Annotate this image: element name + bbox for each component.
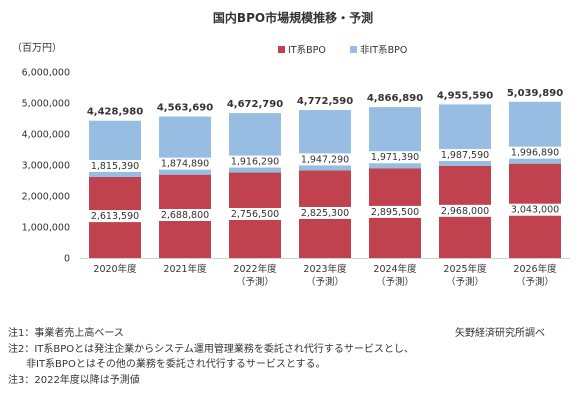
y-tick-label: 0 <box>64 254 70 265</box>
data-label-total: 4,428,980 <box>87 107 143 118</box>
label-box-non-it <box>297 153 353 166</box>
data-label-non-it-bpo: 1,947,290 <box>301 154 349 165</box>
label-box-non-it <box>507 146 563 159</box>
data-label-non-it-bpo: 1,874,890 <box>161 159 209 170</box>
chart-title: 国内BPO市場規模推移・予測 <box>213 10 373 25</box>
label-box-non-it <box>157 157 213 170</box>
data-label-total: 4,866,890 <box>367 93 423 104</box>
x-tick-label: （予測） <box>236 276 274 288</box>
chart-notes: 注1：事業者売上高ベース 矢野経済研究所調べ 注2：IT系BPOとは発注企業から… <box>8 326 579 388</box>
data-label-non-it-bpo: 1,971,390 <box>371 152 419 163</box>
label-box-non-it <box>437 148 493 161</box>
data-label-total: 4,955,590 <box>437 90 493 101</box>
note-3-text: 注3：2022年度以降は予測値 <box>8 374 140 386</box>
label-box-it <box>157 208 213 221</box>
data-label-it-bpo: 2,756,500 <box>231 209 279 220</box>
x-tick-label: （予測） <box>306 276 344 288</box>
data-label-it-bpo: 2,613,590 <box>91 211 139 222</box>
note-2: 注2：IT系BPOとは発注企業からシステム運用管理業務を委託され代行するサービス… <box>8 342 579 358</box>
x-tick-label: 2025年度 <box>443 263 487 275</box>
data-label-it-bpo: 2,825,300 <box>301 208 349 219</box>
x-tick-label: （予測） <box>376 276 414 288</box>
data-label-total: 4,772,590 <box>297 96 353 107</box>
data-label-non-it-bpo: 1,916,290 <box>231 157 279 168</box>
label-box-it <box>367 205 423 218</box>
legend-swatch-1 <box>350 46 357 53</box>
y-tick-label: 3,000,000 <box>22 161 70 172</box>
y-tick-label: 6,000,000 <box>22 68 70 79</box>
x-tick-label: 2026年度 <box>513 263 557 275</box>
x-tick-label: （予測） <box>446 276 484 288</box>
x-tick-label: 2022年度 <box>233 263 277 275</box>
data-label-it-bpo: 2,688,800 <box>161 210 209 221</box>
legend-swatch-0 <box>278 46 285 53</box>
x-tick-label: 2020年度 <box>93 263 137 275</box>
data-label-total: 5,039,890 <box>507 88 563 99</box>
label-box-non-it <box>227 155 283 168</box>
y-tick-label: 1,000,000 <box>22 223 70 234</box>
note-2-text: 注2：IT系BPOとは発注企業からシステム運用管理業務を委託され代行するサービス… <box>8 343 414 355</box>
label-box-it <box>87 210 143 223</box>
data-label-it-bpo: 2,968,000 <box>441 206 489 217</box>
x-tick-label: （予測） <box>516 276 554 288</box>
label-box-it <box>507 203 563 216</box>
legend-label-0: IT系BPO <box>288 45 326 56</box>
note-3: 注3：2022年度以降は予測値 <box>8 373 579 389</box>
label-box-non-it <box>367 151 423 164</box>
legend-label-1: 非IT系BPO <box>360 44 407 56</box>
data-label-non-it-bpo: 1,987,590 <box>441 150 489 161</box>
note-2-continued: 非IT系BPOとはその他の業務を委託され代行するサービスとする。 <box>8 357 579 373</box>
x-tick-label: 2024年度 <box>373 263 417 275</box>
source-credit: 矢野経済研究所調べ <box>455 328 545 339</box>
label-box-non-it <box>87 159 143 172</box>
y-tick-label: 5,000,000 <box>22 99 70 110</box>
x-tick-label: 2023年度 <box>303 263 347 275</box>
note-2-continued-text: 非IT系BPOとはその他の業務を委託され代行するサービスとする。 <box>26 359 326 370</box>
y-axis-unit: （百万円） <box>12 42 62 54</box>
data-label-non-it-bpo: 1,815,390 <box>91 161 139 172</box>
note-1: 注1：事業者売上高ベース 矢野経済研究所調べ <box>8 326 579 342</box>
data-label-non-it-bpo: 1,996,890 <box>511 148 559 159</box>
data-label-it-bpo: 3,043,000 <box>511 205 559 216</box>
x-tick-label: 2021年度 <box>163 263 207 275</box>
note-1-text: 注1：事業者売上高ベース <box>8 328 124 339</box>
data-label-it-bpo: 2,895,500 <box>371 207 419 218</box>
label-box-it <box>297 206 353 219</box>
label-box-it <box>227 207 283 220</box>
label-box-it <box>437 204 493 217</box>
y-tick-label: 2,000,000 <box>22 192 70 203</box>
y-tick-label: 4,000,000 <box>22 130 70 141</box>
data-label-total: 4,672,790 <box>227 99 283 110</box>
data-label-total: 4,563,690 <box>157 103 213 114</box>
bpo-market-chart: 国内BPO市場規模推移・予測 （百万円） IT系BPO 非IT系BPO 0 1,000,0… <box>12 10 570 288</box>
